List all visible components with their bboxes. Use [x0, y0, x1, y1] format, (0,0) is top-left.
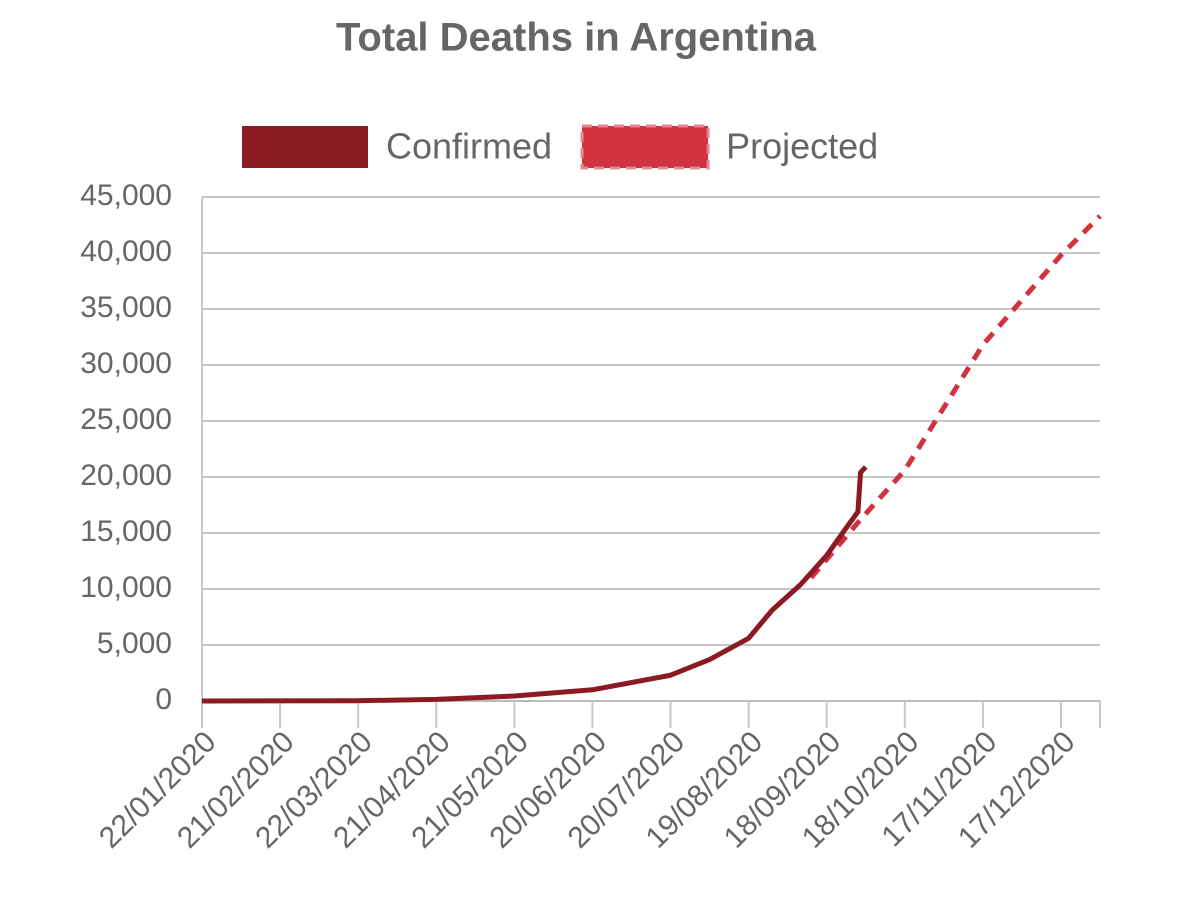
y-tick-label: 0 — [155, 683, 172, 716]
y-tick-label: 30,000 — [80, 347, 172, 380]
chart-title: Total Deaths in Argentina — [336, 16, 817, 60]
y-tick-label: 10,000 — [80, 571, 172, 604]
series-line — [809, 214, 1102, 580]
y-tick-label: 45,000 — [80, 179, 172, 212]
y-tick-label: 15,000 — [80, 515, 172, 548]
legend-swatch — [580, 124, 710, 170]
y-tick-label: 20,000 — [80, 459, 172, 492]
series-line — [201, 465, 868, 704]
y-tick-label: 35,000 — [80, 291, 172, 324]
y-tick-label: 5,000 — [97, 627, 172, 660]
legend-swatch — [242, 126, 368, 168]
legend-label: Projected — [726, 126, 878, 167]
legend-label: Confirmed — [386, 126, 552, 167]
y-tick-label: 25,000 — [80, 403, 172, 436]
y-tick-label: 40,000 — [80, 235, 172, 268]
